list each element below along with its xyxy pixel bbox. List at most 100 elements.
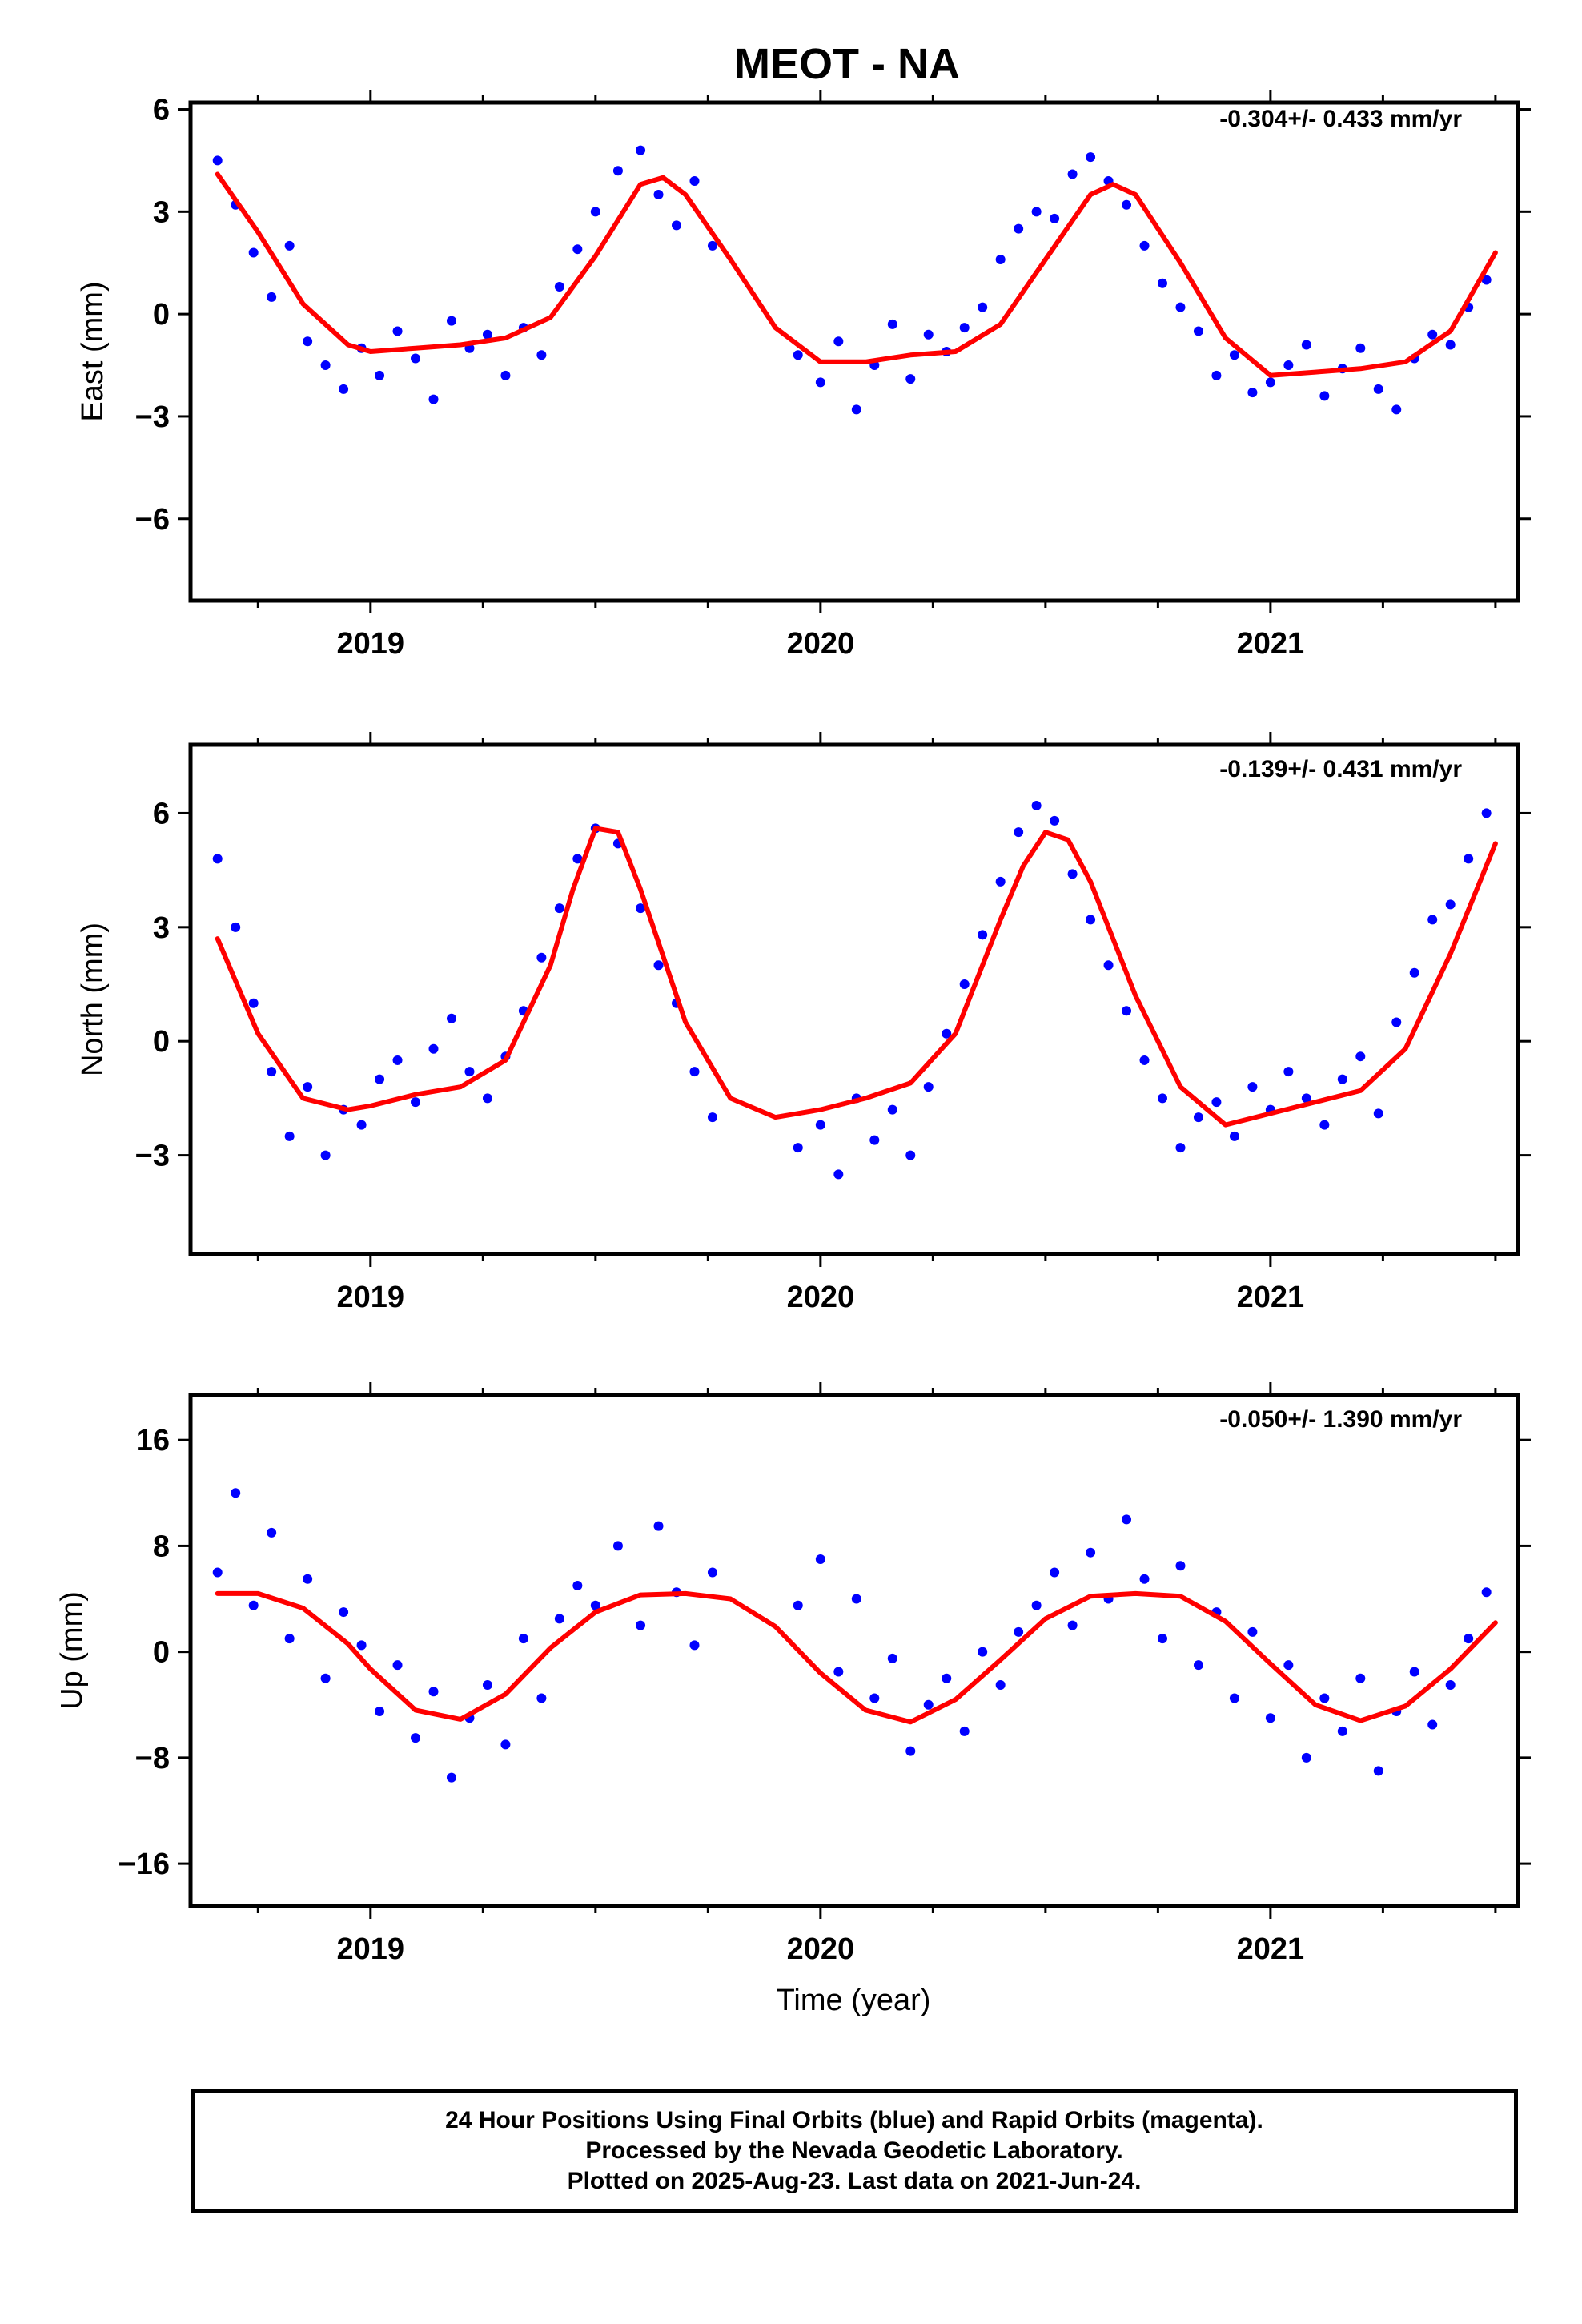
up-data-point	[212, 1567, 223, 1578]
up-data-point	[869, 1693, 880, 1703]
up-data-point	[923, 1699, 934, 1710]
up-data-point	[1319, 1693, 1330, 1703]
panel-east: -0.304+/- 0.433 mm/yr East (mm) 6 3 0 −3…	[76, 90, 1531, 661]
north-ytick-label: −3	[135, 1140, 170, 1173]
east-data-point	[1445, 340, 1456, 350]
east-data-point	[1265, 377, 1275, 388]
north-data-point	[212, 854, 223, 864]
north-data-point	[1175, 1143, 1186, 1153]
north-data-point	[833, 1169, 844, 1180]
north-data-point	[428, 1043, 439, 1054]
east-data-point	[1139, 240, 1150, 251]
east-data-point	[1086, 152, 1096, 163]
north-data-point	[392, 1055, 403, 1065]
north-data-point	[1373, 1108, 1383, 1119]
east-data-point	[1481, 275, 1492, 285]
east-data-point	[793, 350, 803, 360]
north-plot-frame	[188, 742, 1520, 1256]
east-data-point	[428, 394, 439, 404]
north-data-point	[1122, 1006, 1132, 1016]
east-data-point	[1157, 278, 1167, 288]
north-data-point	[536, 952, 547, 963]
east-data-point	[905, 374, 916, 384]
up-data-point	[978, 1647, 988, 1657]
east-data-point	[1031, 207, 1042, 217]
north-data-point	[482, 1093, 492, 1104]
up-data-point	[1481, 1587, 1492, 1598]
up-data-point	[833, 1667, 844, 1677]
north-ytick-label: 3	[153, 911, 170, 945]
up-data-point	[1373, 1766, 1383, 1776]
up-data-point	[1464, 1634, 1474, 1644]
north-data-point	[707, 1112, 717, 1123]
up-data-point	[1050, 1567, 1060, 1578]
east-data-point	[1247, 388, 1258, 398]
east-plot-frame	[188, 100, 1520, 603]
up-data-point	[1247, 1626, 1258, 1637]
east-marks	[178, 90, 1531, 613]
north-data-point	[446, 1013, 456, 1023]
north-data-point	[375, 1074, 385, 1084]
north-xtick-label: 2020	[787, 1281, 855, 1314]
up-data-point	[231, 1488, 241, 1498]
east-data-point	[959, 323, 970, 333]
up-fit-curve	[215, 1590, 1498, 1725]
east-data-point	[707, 240, 717, 251]
up-data-point	[689, 1640, 700, 1651]
north-ylabel: North (mm)	[76, 923, 110, 1076]
up-data-point	[303, 1574, 313, 1584]
east-data-point	[554, 282, 564, 292]
north-data-point	[689, 1067, 700, 1077]
east-data-point	[815, 377, 825, 388]
up-data-point	[1139, 1574, 1150, 1584]
north-data-point	[887, 1104, 897, 1115]
north-data-point	[1031, 800, 1042, 810]
north-data-point	[1391, 1017, 1402, 1027]
up-data-point	[905, 1746, 916, 1756]
caption-line-3: Plotted on 2025-Aug-23. Last data on 202…	[567, 2168, 1142, 2194]
up-ytick-label: −16	[118, 1848, 170, 1881]
east-data-point	[411, 353, 421, 364]
east-data-point	[1373, 384, 1383, 394]
east-data-point	[978, 302, 988, 312]
up-data-point	[411, 1733, 421, 1743]
up-data-point	[446, 1772, 456, 1783]
east-data-point	[1319, 391, 1330, 401]
up-ytick-label: 8	[153, 1530, 170, 1563]
east-data-point	[1014, 223, 1024, 234]
east-data-point	[1391, 404, 1402, 415]
east-data-point	[339, 384, 349, 394]
up-ylabel: Up (mm)	[55, 1591, 89, 1710]
up-data-point	[887, 1653, 897, 1663]
north-data-point	[1229, 1131, 1239, 1141]
up-data-point	[793, 1600, 803, 1610]
up-data-point	[1283, 1660, 1294, 1671]
north-data-point	[1283, 1067, 1294, 1077]
east-data-point	[1229, 350, 1239, 360]
up-data-point	[1157, 1634, 1167, 1644]
east-rate-label: -0.304+/- 0.433 mm/yr	[1219, 106, 1462, 132]
north-data-point	[464, 1067, 475, 1077]
north-data-point	[1355, 1051, 1366, 1062]
north-data-point	[248, 998, 259, 1008]
east-data-point	[536, 350, 547, 360]
up-data-point	[653, 1521, 664, 1531]
east-data-point	[612, 166, 623, 176]
up-data-point	[375, 1707, 385, 1717]
east-data-point	[833, 336, 844, 347]
panel-north: -0.139+/- 0.431 mm/yr North (mm) 6 3 0 −…	[76, 732, 1531, 1314]
east-data-point	[303, 336, 313, 347]
east-data-point	[1122, 199, 1132, 210]
north-data-point	[1319, 1120, 1330, 1130]
east-xtick-label: 2019	[337, 627, 405, 661]
up-data-point	[1229, 1693, 1239, 1703]
east-data-point	[284, 240, 295, 251]
east-data-point	[1175, 302, 1186, 312]
east-ytick-label: −3	[135, 400, 170, 434]
north-data-point	[1139, 1055, 1150, 1065]
north-data-point	[1086, 915, 1096, 925]
east-data-point	[671, 220, 681, 231]
east-data-point	[1067, 169, 1078, 179]
caption-box: 24 Hour Positions Using Final Orbits (bl…	[191, 2089, 1518, 2213]
up-data-point	[1337, 1726, 1347, 1736]
